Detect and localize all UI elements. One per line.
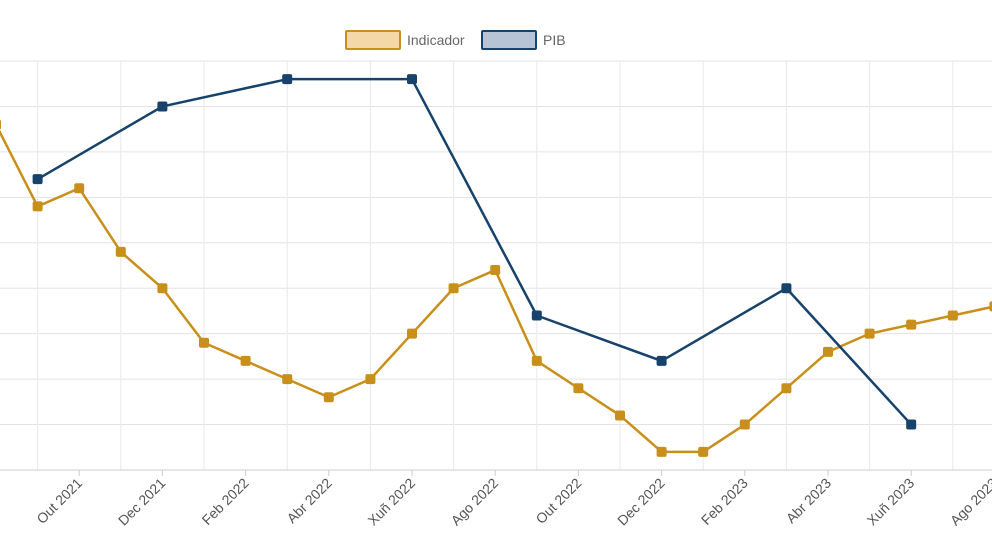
data-point-indicador[interactable] [739, 419, 750, 430]
data-point-indicador[interactable] [74, 183, 85, 194]
data-point-indicador[interactable] [0, 119, 1, 130]
legend-label-indicador[interactable]: Indicador [407, 32, 465, 48]
x-tick-label: Out 2021 [33, 475, 85, 527]
legend-swatch-indicador[interactable] [345, 30, 401, 50]
x-tick-label: Abr 2022 [283, 475, 335, 527]
data-point-indicador[interactable] [157, 283, 168, 294]
data-point-pib[interactable] [282, 74, 293, 85]
x-tick-label: Xuñ 2023 [864, 475, 918, 529]
data-point-pib[interactable] [32, 174, 43, 185]
data-point-indicador[interactable] [531, 355, 542, 366]
data-point-indicador[interactable] [282, 374, 293, 385]
data-point-indicador[interactable] [448, 283, 459, 294]
x-tick-label: Ago 2022 [448, 475, 502, 529]
data-point-pib[interactable] [781, 283, 792, 294]
x-tick-label: Dec 2022 [614, 475, 668, 529]
data-point-indicador[interactable] [823, 346, 833, 357]
legend-label-pib[interactable]: PIB [543, 32, 566, 48]
data-point-indicador[interactable] [407, 328, 417, 339]
x-tick-label: Feb 2023 [698, 475, 751, 528]
x-tick-label: Abr 2023 [783, 475, 835, 527]
chart-grid [0, 60, 992, 471]
x-tick-label: Dec 2021 [115, 475, 169, 529]
series-indicador [0, 119, 992, 457]
chart-legend[interactable]: Indicador PIB [345, 30, 566, 50]
data-point-indicador[interactable] [115, 246, 126, 257]
data-point-indicador[interactable] [906, 319, 917, 330]
data-point-indicador[interactable] [989, 301, 992, 312]
chart-series [0, 74, 992, 457]
x-tick-label: Ago 2023 [947, 475, 992, 529]
data-point-indicador[interactable] [656, 446, 667, 457]
data-point-pib[interactable] [407, 74, 417, 85]
data-point-pib[interactable] [531, 310, 542, 321]
data-point-indicador[interactable] [698, 446, 709, 457]
series-line-pib [36, 77, 913, 426]
legend-swatch-pib[interactable] [481, 30, 537, 50]
data-point-indicador[interactable] [323, 392, 334, 403]
data-point-indicador[interactable] [615, 410, 625, 421]
data-point-pib[interactable] [157, 101, 168, 112]
x-tick-label: Xuñ 2022 [364, 475, 418, 529]
data-point-indicador[interactable] [573, 383, 584, 394]
x-tick-label: Out 2022 [532, 475, 584, 527]
data-point-pib[interactable] [656, 355, 667, 366]
data-point-indicador[interactable] [490, 265, 501, 276]
data-point-indicador[interactable] [32, 201, 43, 212]
x-axis: Out 2021 Dec 2021 Feb 2022 Abr 2022 Xuñ 2022… [33, 470, 992, 529]
x-tick-label: Feb 2022 [199, 475, 252, 528]
data-point-indicador[interactable] [199, 337, 209, 348]
data-point-indicador[interactable] [864, 328, 875, 339]
data-point-indicador[interactable] [240, 355, 251, 366]
series-pib [32, 74, 917, 430]
data-point-indicador[interactable] [947, 310, 958, 321]
data-point-indicador[interactable] [781, 383, 792, 394]
data-point-pib[interactable] [906, 419, 917, 430]
data-point-indicador[interactable] [365, 374, 376, 385]
